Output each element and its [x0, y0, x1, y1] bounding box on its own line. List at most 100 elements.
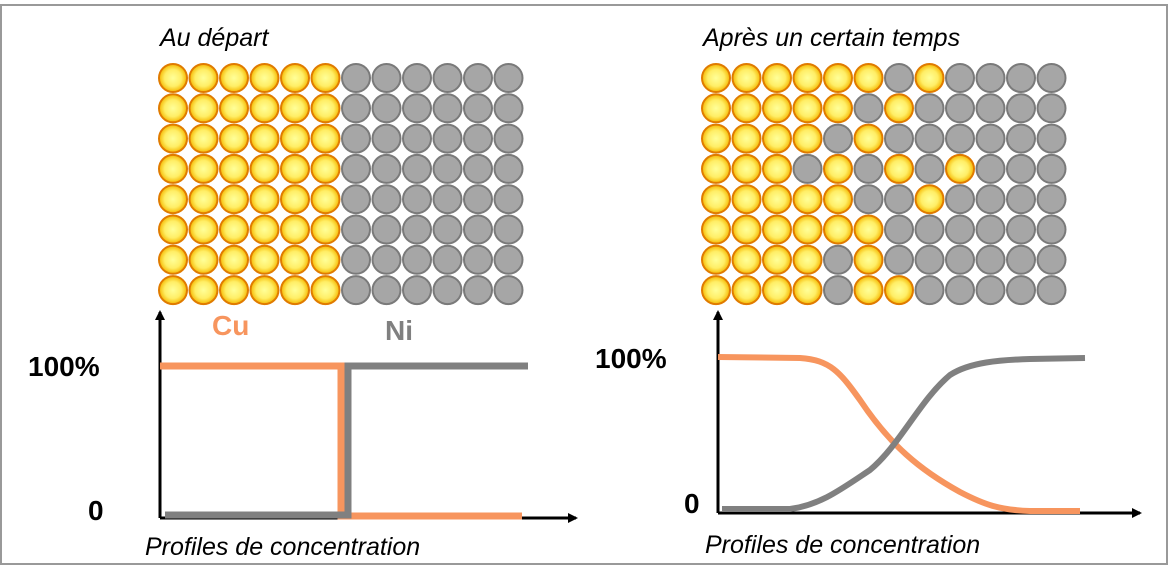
ni-atom — [945, 244, 975, 275]
ni-atom — [1036, 275, 1067, 306]
caption: Profiles de concentration — [705, 531, 980, 559]
cu-atom — [731, 123, 762, 154]
ni-atom — [341, 93, 371, 124]
cu-atom — [762, 63, 792, 93]
cu-atom — [158, 214, 188, 245]
cu-atom — [884, 153, 914, 184]
ni-atom — [853, 153, 884, 184]
ni-atom — [432, 184, 463, 215]
y-bottom-label: 0 — [88, 495, 104, 526]
ni-atom — [792, 153, 823, 184]
ni-atom — [945, 275, 975, 306]
cu-atom — [280, 275, 310, 306]
ni-atom — [853, 184, 884, 215]
caption: Profiles de concentration — [145, 533, 420, 561]
cu-atom — [701, 93, 731, 124]
ni-atom — [823, 244, 853, 275]
cu-atom — [310, 93, 341, 124]
ni-atom — [402, 184, 432, 215]
cu-atom — [219, 244, 249, 275]
cu-atom — [701, 275, 731, 306]
ni-atom — [402, 275, 432, 306]
ni-atom — [914, 93, 945, 124]
ni-atom — [493, 93, 524, 124]
cu-atom — [792, 244, 823, 275]
ni-atom — [371, 123, 402, 154]
cu-atom — [158, 184, 188, 215]
ni-atom — [975, 244, 1006, 275]
ni-atom — [463, 184, 493, 215]
ni-atom — [914, 214, 945, 245]
cu-atom — [280, 184, 310, 215]
cu-atom — [188, 214, 219, 245]
ni-atom — [463, 93, 493, 124]
cu-atom — [731, 244, 762, 275]
ni-atom — [975, 123, 1006, 154]
ni-atom — [1036, 214, 1067, 245]
y-top-label: 100% — [595, 343, 667, 374]
ni-atom — [463, 275, 493, 306]
ni-atom — [371, 184, 402, 215]
cu-atom — [823, 214, 853, 245]
cu-atom — [249, 153, 280, 184]
cu-atom — [219, 123, 249, 154]
ni-atom — [463, 63, 493, 93]
cu-atom — [701, 214, 731, 245]
cu-atom — [853, 275, 884, 306]
cu-atom — [188, 244, 219, 275]
ni-atom — [341, 153, 371, 184]
ni-atom — [1006, 214, 1036, 245]
cu-atom — [310, 214, 341, 245]
cu-atom — [310, 63, 341, 93]
cu-atom — [188, 184, 219, 215]
cu-atom — [188, 93, 219, 124]
ni-atom — [945, 184, 975, 215]
cu-atom — [762, 153, 792, 184]
cu-atom — [701, 244, 731, 275]
cu-atom — [762, 244, 792, 275]
cu-atom — [249, 214, 280, 245]
cu-atom — [792, 63, 823, 93]
ni-atom — [341, 63, 371, 93]
cu-atom — [731, 63, 762, 93]
ni-atom — [1006, 244, 1036, 275]
cu-atom — [310, 184, 341, 215]
cu-atom — [884, 275, 914, 306]
ni-atom — [884, 123, 914, 154]
ni-atom — [463, 214, 493, 245]
cu-atom — [823, 184, 853, 215]
cu-atom — [280, 63, 310, 93]
cu-atom — [792, 214, 823, 245]
cu-atom — [853, 214, 884, 245]
ni-atom — [493, 275, 524, 306]
cu-profile — [717, 354, 1080, 514]
ni-atom — [1006, 123, 1036, 154]
cu-atom — [219, 214, 249, 245]
cu-atom — [249, 123, 280, 154]
cu-atom — [792, 93, 823, 124]
ni-label: Ni — [385, 315, 413, 346]
ni-atom — [402, 123, 432, 154]
ni-atom — [1036, 184, 1067, 215]
cu-atom — [188, 153, 219, 184]
ni-atom — [1036, 63, 1067, 93]
ni-atom — [884, 244, 914, 275]
cu-atom — [762, 275, 792, 306]
cu-atom — [219, 275, 249, 306]
ni-atom — [402, 244, 432, 275]
cu-atom — [762, 93, 792, 124]
cu-atom — [792, 184, 823, 215]
ni-atom — [1006, 63, 1036, 93]
cu-atom — [158, 153, 188, 184]
ni-atom — [432, 275, 463, 306]
ni-atom — [493, 63, 524, 93]
ni-atom — [853, 93, 884, 124]
ni-atom — [432, 63, 463, 93]
ni-atom — [945, 63, 975, 93]
ni-atom — [975, 63, 1006, 93]
cu-atom — [731, 184, 762, 215]
ni-atom — [432, 153, 463, 184]
cu-atom — [701, 123, 731, 154]
ni-atom — [341, 275, 371, 306]
ni-atom — [914, 153, 945, 184]
